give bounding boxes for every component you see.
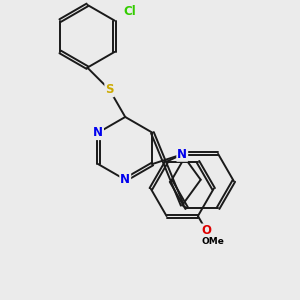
Text: N: N: [177, 148, 187, 161]
Text: N: N: [93, 126, 103, 139]
Text: Cl: Cl: [123, 5, 136, 18]
Text: O: O: [202, 224, 212, 238]
Text: OMe: OMe: [201, 237, 224, 246]
Text: S: S: [105, 83, 114, 96]
Text: N: N: [120, 173, 130, 186]
